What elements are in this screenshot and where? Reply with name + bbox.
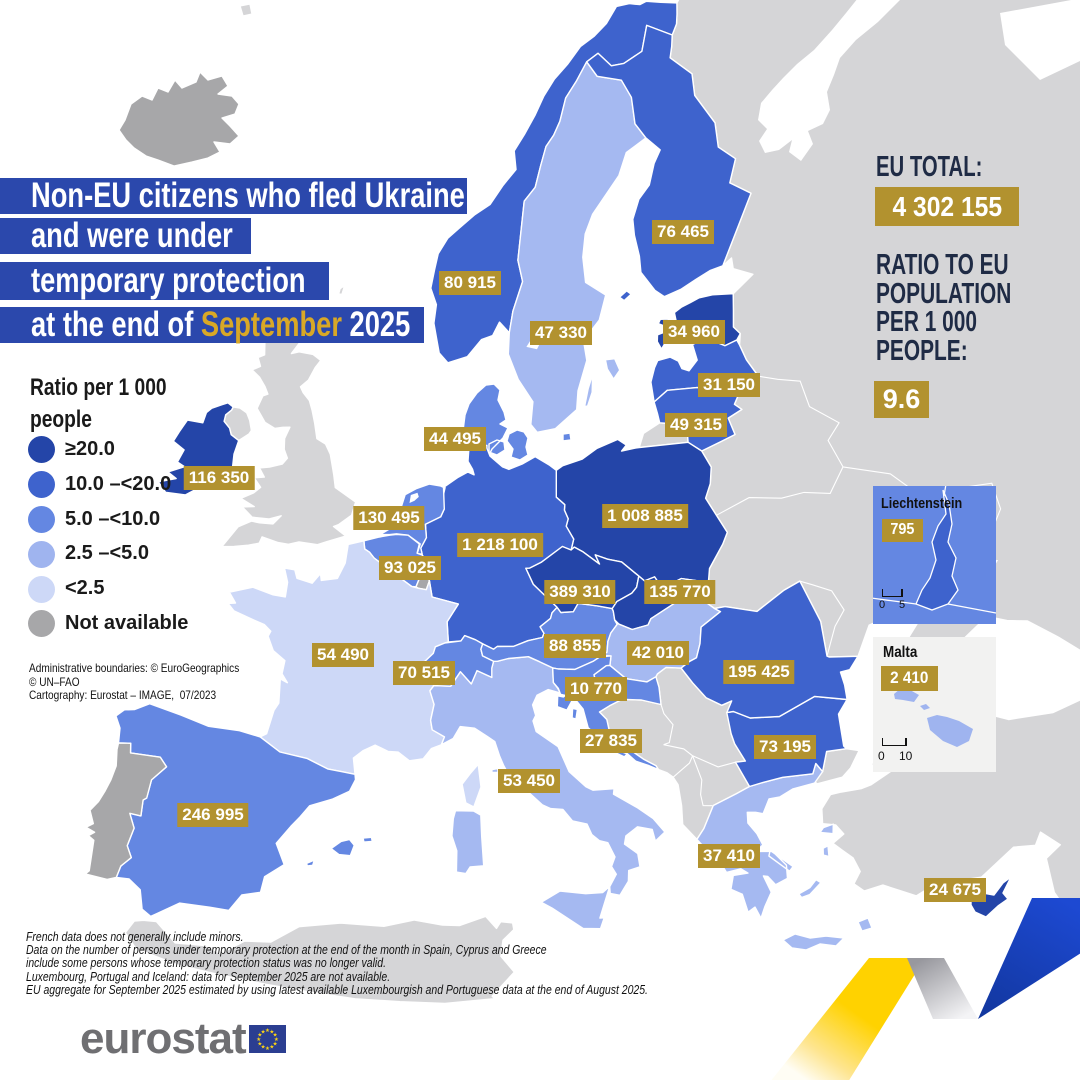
svg-text:★: ★	[269, 1044, 274, 1051]
svg-text:★: ★	[261, 1028, 266, 1035]
svg-text:★: ★	[257, 1040, 262, 1047]
svg-text:★: ★	[265, 1027, 270, 1034]
svg-text:★: ★	[265, 1045, 270, 1052]
svg-text:★: ★	[257, 1032, 262, 1039]
svg-text:★: ★	[273, 1040, 278, 1047]
svg-text:★: ★	[273, 1032, 278, 1039]
svg-text:★: ★	[261, 1044, 266, 1051]
svg-text:★: ★	[274, 1036, 279, 1043]
svg-text:★: ★	[269, 1028, 274, 1035]
svg-text:★: ★	[256, 1036, 261, 1043]
